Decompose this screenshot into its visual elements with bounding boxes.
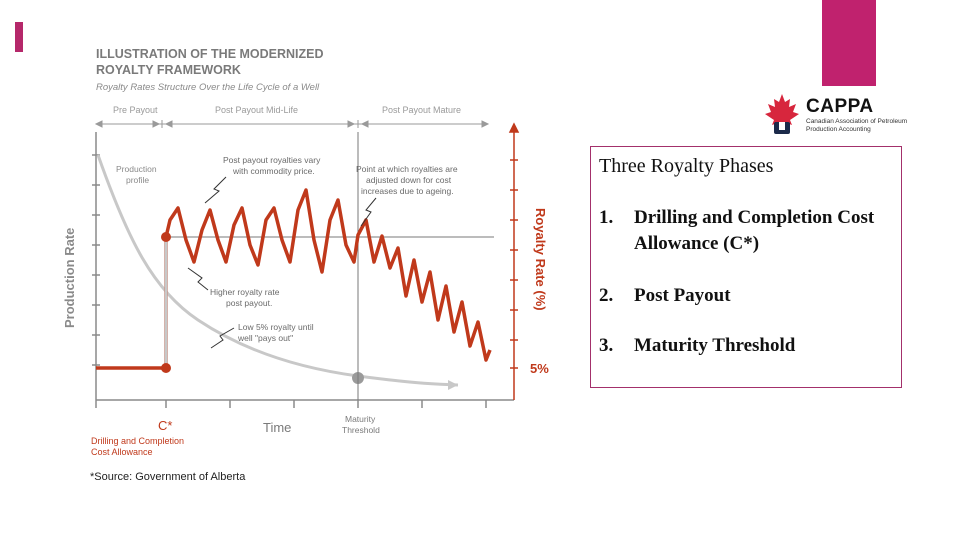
corner-block	[822, 0, 876, 86]
x-label: Time	[263, 420, 291, 435]
maturity-label-2: Threshold	[342, 425, 380, 435]
production-arrow	[448, 380, 458, 390]
logo-subtitle: Canadian Association of Petroleum Produc…	[806, 118, 908, 133]
phase-item: 1. Drilling and Completion Cost Allowance…	[599, 205, 884, 257]
phases-box: Three Royalty Phases 1. Drilling and Comp…	[590, 146, 902, 388]
annot-low-2: well "pays out"	[237, 333, 293, 343]
phases-title: Three Royalty Phases	[599, 155, 774, 177]
royalty-curve	[96, 188, 492, 370]
c-star-desc-1: Drilling and Completion	[91, 436, 184, 446]
figure-title-2: ROYALTY FRAMEWORK	[96, 63, 241, 77]
left-axis	[92, 132, 100, 400]
accent-bar	[15, 22, 23, 52]
annot-higher-1: Higher royalty rate	[210, 287, 280, 297]
phase-arrows	[94, 120, 490, 128]
phase-mid-label: Post Payout Mid-Life	[215, 105, 298, 115]
annot-vary-1: Post payout royalties vary	[223, 155, 321, 165]
maple-leaf-icon	[765, 94, 799, 134]
bottom-axis	[95, 399, 514, 408]
phase-text: Maturity Threshold	[634, 335, 796, 356]
y-left-label: Production Rate	[62, 228, 77, 328]
annot-production-2: profile	[126, 175, 149, 185]
annot-point-3: increases due to ageing.	[361, 186, 454, 196]
figure-title-1: ILLUSTRATION OF THE MODERNIZED	[96, 47, 324, 61]
annot-production-1: Production	[116, 164, 157, 174]
production-curve	[96, 154, 459, 387]
y-right-label: Royalty Rate (%)	[533, 208, 548, 311]
phase-mature-label: Post Payout Mature	[382, 105, 461, 115]
source-note: *Source: Government of Alberta	[90, 471, 246, 483]
figure-subtitle: Royalty Rates Structure Over the Life Cy…	[96, 82, 320, 93]
annot-higher-2: post payout.	[226, 298, 272, 308]
phase-number: 2.	[599, 285, 614, 306]
maturity-label-1: Maturity	[345, 414, 376, 424]
phase-number: 3.	[599, 335, 614, 356]
phase-item: 2. Post Payout	[599, 283, 884, 309]
annot-vary-2: with commodity price.	[232, 166, 315, 176]
royalty-framework-diagram: ILLUSTRATION OF THE MODERNIZED ROYALTY F…	[62, 47, 549, 457]
phase-text: Post Payout	[634, 285, 731, 306]
right-axis	[508, 122, 520, 400]
phase-number: 1.	[599, 207, 614, 228]
annot-point-2: adjusted down for cost	[366, 175, 452, 185]
annotation-pointers	[187, 176, 377, 349]
phase-item: 3. Maturity Threshold	[599, 333, 884, 359]
phase-pre-label: Pre Payout	[113, 105, 158, 115]
payout-point	[161, 232, 171, 242]
start-point	[161, 363, 171, 373]
logo-name: CAPPA	[806, 96, 874, 117]
annot-low-1: Low 5% royalty until	[238, 322, 314, 332]
phase-text: Drilling and Completion Cost Allowance (…	[634, 207, 875, 254]
five-percent-label: 5%	[530, 361, 549, 376]
c-star-desc-2: Cost Allowance	[91, 447, 153, 457]
c-star-label: C*	[158, 418, 172, 433]
annot-point-1: Point at which royalties are	[356, 164, 458, 174]
